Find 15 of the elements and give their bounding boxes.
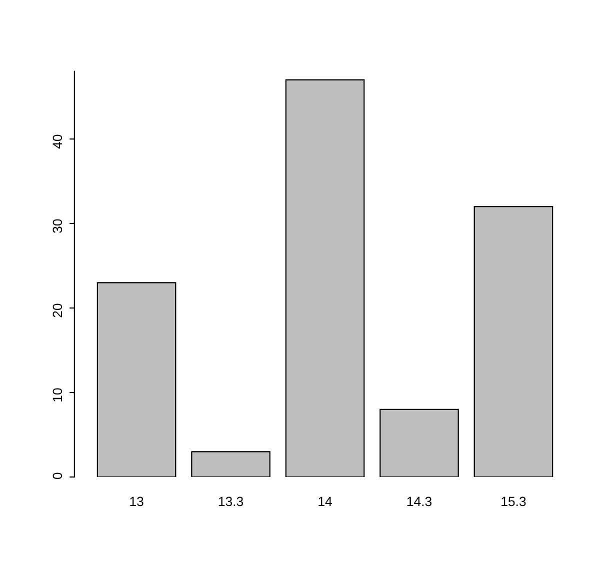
- y-tick-label: 10: [52, 388, 62, 402]
- bar: [380, 408, 459, 477]
- bar: [96, 282, 176, 477]
- y-tick-label: 30: [52, 219, 62, 233]
- x-tick-label: 14.3: [407, 496, 432, 506]
- x-tick-label: 13: [130, 496, 144, 506]
- bar: [285, 79, 365, 477]
- y-tick-label: 20: [52, 304, 62, 318]
- bar: [474, 206, 554, 477]
- bar: [191, 451, 270, 477]
- y-tick-label: 0: [52, 472, 62, 480]
- x-tick-label: 13.3: [218, 496, 244, 506]
- x-tick-label: 15.3: [502, 496, 526, 506]
- x-tick-label: 14: [318, 496, 332, 506]
- y-tick-label: 40: [52, 134, 62, 149]
